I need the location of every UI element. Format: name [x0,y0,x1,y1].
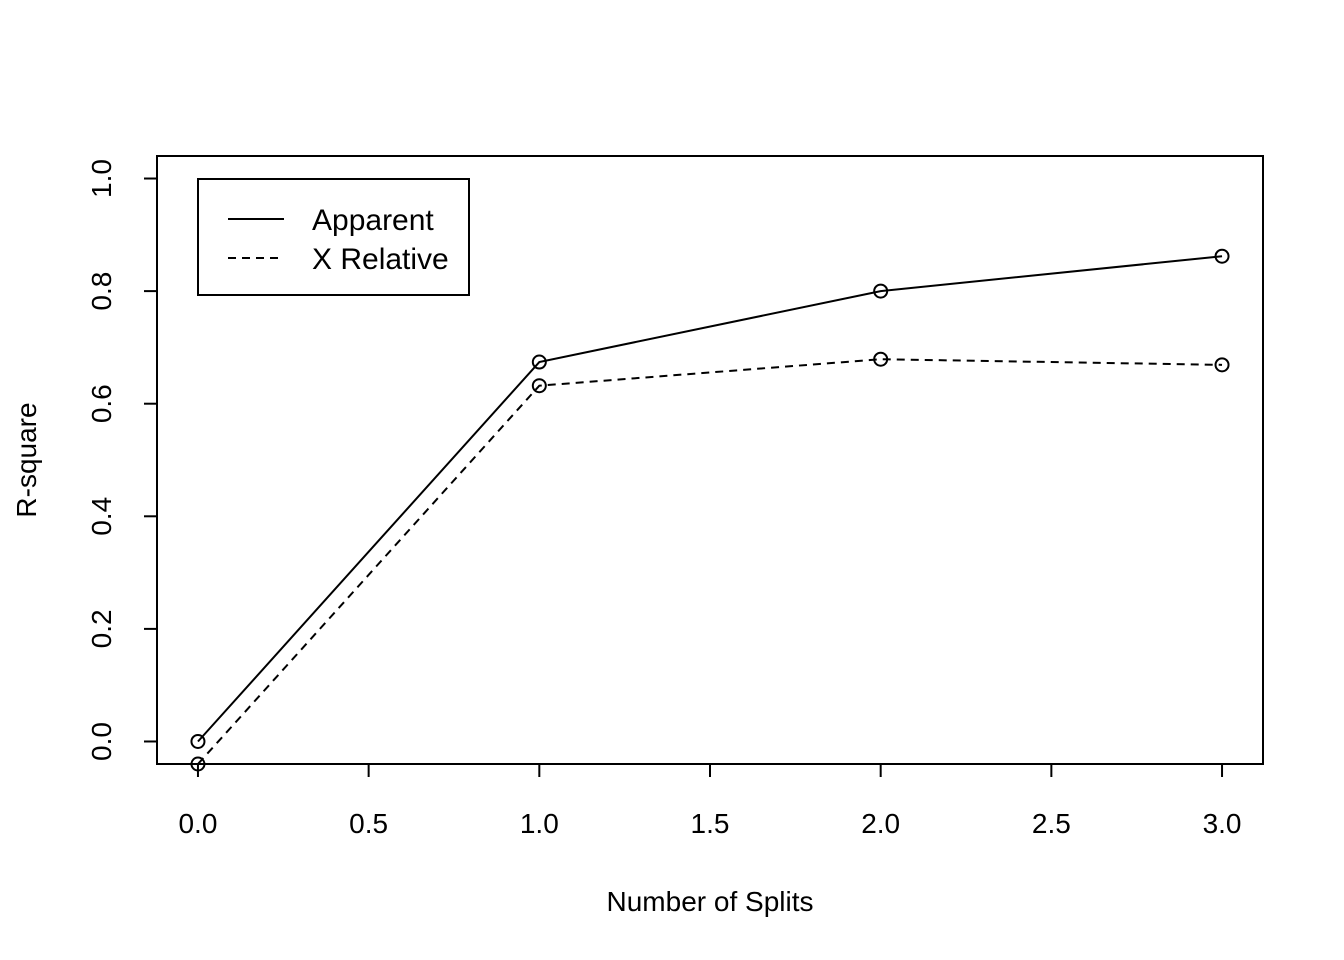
data-point-apparent [531,354,547,370]
legend-box [197,178,470,296]
x-tick-label: 1.0 [520,808,559,839]
y-tick-label: 0.6 [86,384,117,423]
legend-label-apparent: Apparent [312,204,434,237]
series-line-apparent [197,255,1223,743]
x-tick-label: 0.0 [178,808,217,839]
y-tick-label: 0.0 [86,722,117,761]
data-point-x-relative [190,756,206,772]
data-point-apparent [873,283,889,299]
data-point-apparent [1214,248,1230,264]
data-point-x-relative [873,351,889,367]
y-tick-label: 0.8 [86,272,117,311]
x-tick-label: 0.5 [349,808,388,839]
legend: Apparent X Relative [197,178,470,296]
x-axis-label: Number of Splits [607,886,814,917]
series-line-x-relative [197,358,1223,765]
legend-label-x-relative: X Relative [312,243,449,276]
data-point-apparent [190,733,206,749]
x-tick-label: 1.5 [691,808,730,839]
y-tick-label: 0.2 [86,609,117,648]
y-tick-label: 1.0 [86,159,117,198]
y-tick-label: 0.4 [86,497,117,536]
x-tick-label: 2.0 [861,808,900,839]
x-axis: 0.0 0.5 1.0 1.5 2.0 2.5 3.0 [178,763,1242,839]
y-axis-label: R-square [11,402,42,517]
x-tick-label: 3.0 [1203,808,1242,839]
series-layer [190,248,1230,772]
data-point-x-relative [1214,357,1230,373]
y-axis: 0.0 0.2 0.4 0.6 0.8 1.0 [86,159,158,761]
x-tick-label: 2.5 [1032,808,1071,839]
data-point-x-relative [531,378,547,394]
